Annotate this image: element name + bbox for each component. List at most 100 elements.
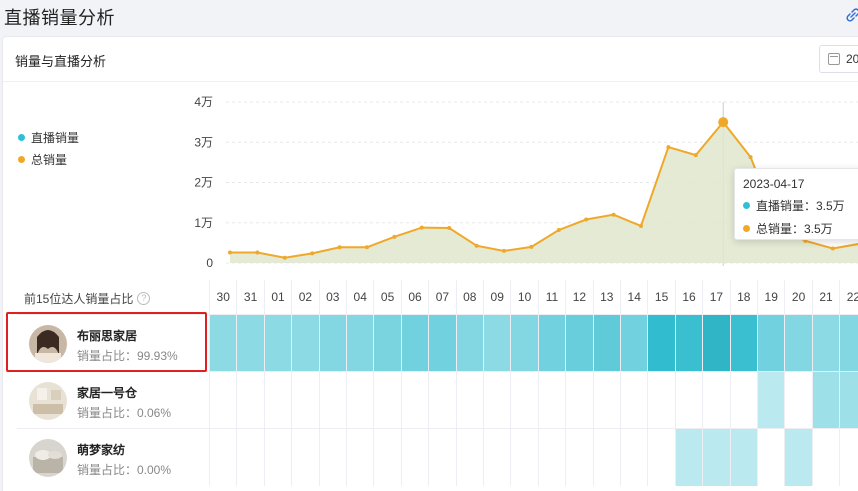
heat-cell[interactable] bbox=[209, 315, 237, 372]
data-point[interactable] bbox=[666, 145, 671, 150]
heat-cell[interactable] bbox=[346, 372, 373, 429]
data-point[interactable] bbox=[639, 223, 643, 228]
influencer-row[interactable]: 布丽思家居 销量占比：99.93% bbox=[17, 314, 858, 372]
heat-cell[interactable] bbox=[291, 372, 318, 429]
data-point[interactable] bbox=[365, 245, 369, 250]
heat-cell[interactable] bbox=[674, 429, 703, 486]
data-point[interactable] bbox=[584, 217, 589, 222]
heat-cell[interactable] bbox=[510, 315, 538, 372]
legend-item-live[interactable]: 直播销量 bbox=[18, 126, 79, 148]
heat-cell[interactable] bbox=[209, 372, 236, 429]
heat-cell[interactable] bbox=[291, 429, 318, 486]
heat-cell[interactable] bbox=[565, 315, 593, 372]
heat-cell[interactable] bbox=[565, 372, 592, 429]
data-point[interactable] bbox=[611, 212, 616, 217]
heat-cell[interactable] bbox=[565, 429, 592, 486]
heat-cell[interactable] bbox=[428, 429, 455, 486]
influencer-row[interactable]: 家居一号仓 销量占比：0.06% bbox=[17, 371, 858, 429]
heat-cell[interactable] bbox=[537, 315, 566, 372]
heat-cell[interactable] bbox=[236, 429, 263, 486]
data-point[interactable] bbox=[718, 117, 729, 128]
data-point[interactable] bbox=[830, 246, 835, 251]
heat-cell[interactable] bbox=[483, 429, 510, 486]
heat-cell[interactable] bbox=[428, 315, 456, 372]
heat-cell[interactable] bbox=[455, 429, 483, 486]
data-point[interactable] bbox=[447, 225, 452, 230]
data-point[interactable] bbox=[310, 251, 315, 256]
heat-cell[interactable] bbox=[346, 315, 374, 372]
heat-cell[interactable] bbox=[729, 429, 757, 486]
heat-cell[interactable] bbox=[483, 372, 510, 429]
heat-cell[interactable] bbox=[592, 315, 620, 372]
heat-cell[interactable] bbox=[263, 315, 292, 372]
heat-cell[interactable] bbox=[674, 315, 703, 372]
heat-cell[interactable] bbox=[839, 315, 858, 372]
influencer-row[interactable]: 萌梦家纺 销量占比：0.00% bbox=[17, 428, 858, 486]
heat-cell[interactable] bbox=[537, 372, 565, 429]
heat-cell[interactable] bbox=[318, 315, 346, 372]
heat-cell[interactable] bbox=[236, 372, 263, 429]
heat-cell[interactable] bbox=[811, 429, 839, 486]
heat-cell[interactable] bbox=[811, 372, 840, 429]
heat-cell[interactable] bbox=[400, 372, 428, 429]
data-point[interactable] bbox=[474, 243, 479, 248]
heat-cell[interactable] bbox=[263, 429, 291, 486]
heat-cell[interactable] bbox=[537, 429, 565, 486]
heat-cell[interactable] bbox=[373, 315, 401, 372]
heat-cell[interactable] bbox=[510, 372, 537, 429]
heat-cell[interactable] bbox=[346, 429, 373, 486]
data-point[interactable] bbox=[228, 250, 232, 255]
data-point[interactable] bbox=[392, 234, 397, 239]
heat-cell[interactable] bbox=[757, 429, 784, 486]
heat-cell[interactable] bbox=[784, 429, 812, 486]
heat-cell[interactable] bbox=[729, 372, 757, 429]
data-point[interactable] bbox=[255, 250, 260, 255]
heat-cell[interactable] bbox=[647, 372, 674, 429]
legend-item-total[interactable]: 总销量 bbox=[18, 148, 79, 170]
heat-cell[interactable] bbox=[373, 429, 400, 486]
data-point[interactable] bbox=[337, 245, 342, 250]
heat-cell[interactable] bbox=[263, 372, 291, 429]
influencer-info[interactable]: 布丽思家居 销量占比：99.93% bbox=[29, 325, 209, 365]
heat-cell[interactable] bbox=[400, 429, 428, 486]
heat-cell[interactable] bbox=[373, 372, 400, 429]
heat-cell[interactable] bbox=[236, 315, 264, 372]
data-point[interactable] bbox=[556, 227, 561, 232]
heat-cell[interactable] bbox=[291, 315, 319, 372]
heat-cell[interactable] bbox=[839, 429, 858, 486]
heat-cell[interactable] bbox=[674, 372, 702, 429]
heat-cell[interactable] bbox=[428, 372, 455, 429]
data-point[interactable] bbox=[502, 248, 506, 253]
heat-cell[interactable] bbox=[647, 315, 675, 372]
data-point[interactable] bbox=[693, 153, 698, 158]
heat-cell[interactable] bbox=[811, 315, 840, 372]
influencer-info[interactable]: 家居一号仓 销量占比：0.06% bbox=[29, 382, 209, 422]
heat-cell[interactable] bbox=[784, 315, 812, 372]
influencer-info[interactable]: 萌梦家纺 销量占比：0.00% bbox=[29, 439, 209, 479]
heat-cell[interactable] bbox=[729, 315, 757, 372]
heat-cell[interactable] bbox=[647, 429, 674, 486]
sales-area-chart[interactable]: 4万 3万 2万 1万 0 bbox=[0, 0, 858, 280]
heat-cell[interactable] bbox=[592, 429, 620, 486]
heat-cell[interactable] bbox=[839, 372, 858, 429]
heat-cell[interactable] bbox=[702, 372, 729, 429]
heat-cell[interactable] bbox=[702, 429, 730, 486]
data-point[interactable] bbox=[419, 225, 424, 230]
question-circle-icon[interactable]: ? bbox=[137, 292, 151, 305]
date-picker-button[interactable]: 20 bbox=[819, 45, 858, 73]
data-point[interactable] bbox=[282, 255, 287, 260]
heat-cell[interactable] bbox=[318, 372, 346, 429]
data-point[interactable] bbox=[748, 155, 753, 160]
heat-cell[interactable] bbox=[620, 429, 647, 486]
heat-cell[interactable] bbox=[510, 429, 537, 486]
heat-cell[interactable] bbox=[400, 315, 429, 372]
heat-cell[interactable] bbox=[620, 372, 647, 429]
heat-cell[interactable] bbox=[757, 372, 785, 429]
heat-cell[interactable] bbox=[455, 372, 483, 429]
heat-cell[interactable] bbox=[702, 315, 730, 372]
data-point[interactable] bbox=[529, 244, 534, 249]
heat-cell[interactable] bbox=[455, 315, 483, 372]
heat-cell[interactable] bbox=[620, 315, 648, 372]
heat-cell[interactable] bbox=[592, 372, 620, 429]
heat-cell[interactable] bbox=[757, 315, 785, 372]
